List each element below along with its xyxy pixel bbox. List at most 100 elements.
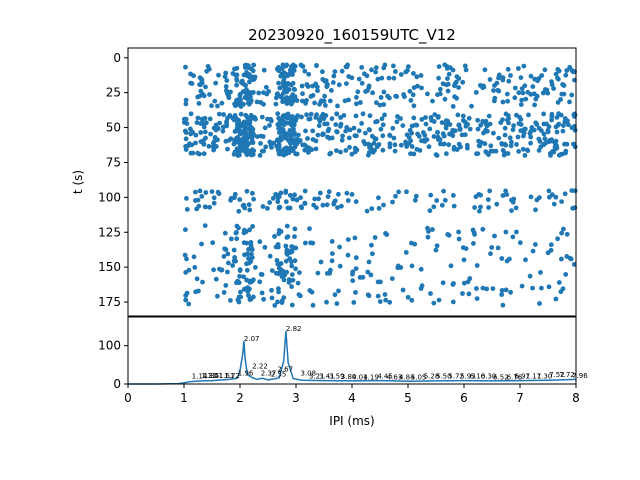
scatter-point <box>381 202 386 208</box>
scatter-point <box>233 230 239 236</box>
scatter-point <box>461 280 467 286</box>
scatter-point <box>242 95 248 100</box>
scatter-point <box>548 153 553 158</box>
scatter-point <box>258 100 264 105</box>
peak-label: 1.14 <box>192 373 208 381</box>
peak-label: 2.22 <box>252 363 268 371</box>
scatter-point <box>550 149 555 154</box>
scatter-point <box>228 89 233 95</box>
scatter-point <box>534 93 540 99</box>
scatter-point <box>275 261 281 267</box>
scatter-point <box>518 102 524 107</box>
scatter-point <box>278 73 284 79</box>
scatter-point <box>436 64 442 69</box>
scatter-point <box>242 133 248 139</box>
scatter-point <box>360 111 366 117</box>
scatter-point <box>423 115 428 120</box>
scatter-point <box>503 111 509 117</box>
scatter-point <box>514 112 519 118</box>
scatter-point <box>291 97 297 102</box>
scatter-point <box>425 225 430 231</box>
scatter-point <box>425 234 431 240</box>
scatter-point <box>250 140 256 146</box>
scatter-point <box>563 72 569 78</box>
scatter-point <box>475 151 481 157</box>
bottom-x-ticks: 0 1 2 3 4 5 6 7 8 <box>124 384 580 405</box>
scatter-point <box>456 122 462 128</box>
scatter-point <box>533 242 538 247</box>
scatter-point <box>285 205 291 211</box>
scatter-point <box>451 203 457 209</box>
peak-label: 1.35 <box>204 372 220 380</box>
scatter-point <box>518 128 524 134</box>
scatter-point <box>528 140 533 146</box>
scatter-point <box>481 130 486 136</box>
scatter-point <box>567 255 573 261</box>
scatter-point <box>433 247 439 253</box>
scatter-point <box>289 284 294 289</box>
scatter-point <box>287 256 293 261</box>
scatter-point <box>294 197 300 203</box>
scatter-point <box>527 273 533 279</box>
scatter-point <box>283 243 289 249</box>
scatter-point <box>300 98 305 104</box>
scatter-point <box>263 144 269 150</box>
scatter-point <box>267 139 273 145</box>
scatter-point <box>369 242 374 248</box>
scatter-point <box>360 274 366 280</box>
scatter-point <box>246 202 252 208</box>
scatter-point <box>260 204 266 209</box>
scatter-point <box>187 141 192 147</box>
scatter-point <box>225 251 231 257</box>
scatter-point <box>482 67 488 73</box>
peak-label: 4.63 <box>387 373 403 381</box>
scatter-point <box>353 266 359 271</box>
scatter-point <box>539 285 544 291</box>
scatter-point <box>339 137 345 143</box>
scatter-point <box>333 122 339 127</box>
scatter-point <box>545 250 551 256</box>
scatter-point <box>279 300 285 305</box>
scatter-point <box>467 126 473 132</box>
scatter-point <box>431 300 437 306</box>
scatter-point <box>307 226 312 232</box>
scatter-point <box>351 300 357 305</box>
scatter-point <box>213 127 219 133</box>
scatter-point <box>567 99 572 105</box>
scatter-point <box>463 123 469 129</box>
scatter-point <box>182 116 187 122</box>
scatter-point <box>560 286 566 292</box>
scatter-point <box>533 120 539 126</box>
scatter-point <box>247 79 252 85</box>
scatter-point <box>189 81 195 86</box>
scatter-point <box>302 201 308 206</box>
scatter-point <box>382 292 388 297</box>
peak-label: 1.61 <box>219 372 235 380</box>
scatter-point <box>572 112 578 118</box>
scatter-point <box>237 267 243 272</box>
scatter-point <box>436 297 442 303</box>
peak-label: 3.41 <box>319 373 335 381</box>
scatter-point <box>329 239 335 244</box>
scatter-point <box>428 192 434 198</box>
scatter-point <box>490 286 496 291</box>
scatter-point <box>206 143 212 149</box>
scatter-point <box>254 99 260 105</box>
scatter-point <box>555 67 561 72</box>
scatter-point <box>393 193 398 199</box>
scatter-point <box>406 141 412 146</box>
scatter-point <box>308 94 314 99</box>
scatter-point <box>246 116 252 122</box>
scatter-point <box>334 129 340 135</box>
scatter-point <box>329 258 335 264</box>
scatter-point <box>512 85 518 91</box>
scatter-point <box>233 72 238 78</box>
scatter-point <box>243 137 249 143</box>
peak-label: 4.19 <box>363 373 379 381</box>
scatter-point <box>368 272 374 278</box>
scatter-point <box>277 85 283 91</box>
scatter-point <box>216 72 221 78</box>
scatter-point <box>536 136 542 142</box>
peak-label: 2.82 <box>286 325 302 333</box>
y-tick-label: 0 <box>113 377 121 391</box>
